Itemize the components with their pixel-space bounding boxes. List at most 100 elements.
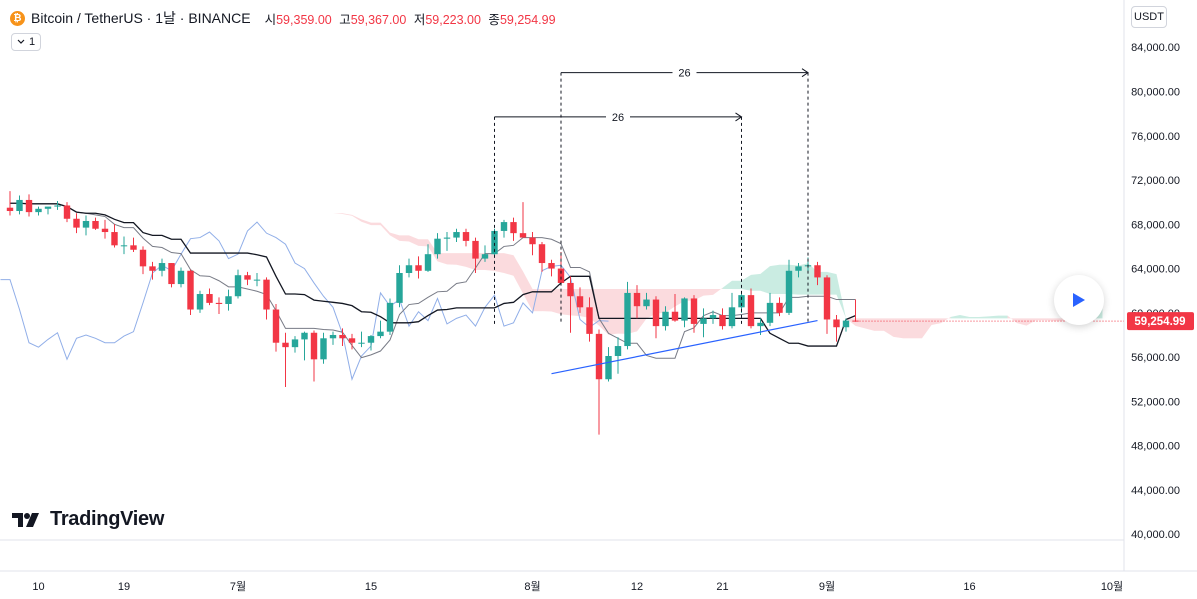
candle-body: [339, 334, 346, 339]
candle: [548, 259, 555, 277]
candle-body: [472, 240, 479, 259]
base-line: [10, 202, 856, 347]
candle-body: [244, 275, 251, 280]
close-label: 종: [488, 12, 500, 27]
play-icon: [1073, 293, 1085, 307]
cloud-segment: [836, 274, 846, 319]
drawings: 26 26: [494, 65, 818, 375]
candle: [643, 292, 650, 310]
candle: [690, 295, 698, 333]
last-price-label: 59,254.99: [1134, 316, 1185, 328]
candle: [614, 337, 622, 374]
indicator-count: 1: [28, 36, 36, 48]
candle-body: [823, 277, 831, 320]
candle: [282, 332, 289, 387]
candle: [92, 217, 99, 230]
cloud-segment: [1036, 318, 1046, 321]
candle-body: [633, 292, 641, 307]
cloud-segment: [988, 315, 998, 319]
candle: [529, 232, 536, 256]
candle: [310, 330, 318, 382]
cloud-segment: [542, 289, 552, 312]
candle-body: [386, 302, 394, 332]
candle-body: [73, 218, 80, 228]
candle: [301, 331, 308, 361]
candle: [785, 259, 793, 316]
candle: [434, 233, 441, 259]
cloud-segment: [684, 289, 694, 301]
candle-body: [263, 279, 270, 310]
logo-text: TradingView: [50, 508, 165, 530]
cloud-segment: [741, 274, 751, 291]
time-tick-label: 10월: [1101, 580, 1123, 593]
cloud-segment: [960, 315, 970, 319]
price-tick-label: 52,000.00: [1131, 396, 1180, 408]
cloud-segment: [969, 316, 979, 319]
candle: [671, 294, 679, 322]
time-tick-label: 21: [716, 581, 728, 593]
cloud-segment: [551, 289, 561, 315]
candle: [719, 308, 726, 330]
candle-body: [291, 339, 299, 348]
cloud-segment: [371, 222, 381, 226]
candle: [377, 320, 384, 339]
candle-body: [434, 238, 441, 255]
cloud-segment: [941, 316, 951, 324]
candle-body: [624, 292, 631, 347]
measure-arrow-head: [735, 112, 743, 122]
symbol-title[interactable]: Bitcoin / TetherUS · 1날 · BINANCE: [31, 10, 251, 26]
cloud-segment: [950, 315, 960, 319]
candlestick-series: [6, 191, 859, 435]
cloud-segment: [922, 318, 932, 339]
candle-body: [158, 263, 166, 271]
candle: [177, 267, 185, 288]
candle-body: [576, 296, 584, 308]
cloud-segment: [732, 280, 742, 290]
measure-label: 26: [678, 68, 690, 80]
candle-body: [139, 249, 147, 267]
candle: [709, 310, 717, 324]
candle: [766, 292, 774, 327]
measure-label-bg: [672, 65, 697, 80]
currency-button[interactable]: USDT: [1131, 6, 1167, 28]
candle-body: [690, 298, 698, 324]
chart-grid: [0, 0, 1197, 572]
cloud-segment: [1007, 315, 1017, 324]
candle: [453, 228, 460, 243]
cloud-segment: [846, 318, 856, 326]
time-tick-label: 7월: [230, 580, 246, 593]
indicator-toggle-button[interactable]: 1: [11, 33, 41, 51]
candle-body: [462, 232, 470, 241]
candle: [415, 256, 422, 279]
price-tick-label: 68,000.00: [1131, 219, 1180, 231]
candle-body: [510, 222, 517, 234]
candle-body: [168, 263, 175, 285]
candle-body: [500, 222, 508, 231]
cloud-segment: [770, 264, 780, 295]
candle: [833, 315, 840, 342]
candle: [367, 334, 375, 351]
candle-body: [92, 220, 99, 229]
time-axis: 10 19 7월 15 8월 12 21 9월 16 10월: [32, 580, 1123, 593]
candle: [519, 202, 527, 238]
candle: [405, 258, 413, 278]
tradingview-logo: TradingView: [12, 508, 164, 531]
ichimoku-lines: [0, 202, 856, 381]
candle-body: [776, 302, 783, 313]
candle: [196, 290, 204, 313]
candle: [16, 195, 23, 215]
cloud-segment: [361, 219, 371, 226]
candle-body: [111, 232, 118, 246]
play-button[interactable]: [1054, 275, 1104, 325]
price-tick-label: 80,000.00: [1131, 86, 1180, 98]
candle-body: [747, 295, 755, 327]
candle: [82, 215, 90, 236]
candle-body: [681, 298, 688, 321]
cloud-segment: [532, 289, 542, 312]
price-axis: 84,000.00 80,000.00 76,000.00 72,000.00 68,0…: [859, 42, 1194, 541]
candle: [358, 331, 365, 348]
candle-body: [586, 307, 593, 334]
candle-body: [415, 265, 422, 271]
candle: [73, 213, 80, 234]
